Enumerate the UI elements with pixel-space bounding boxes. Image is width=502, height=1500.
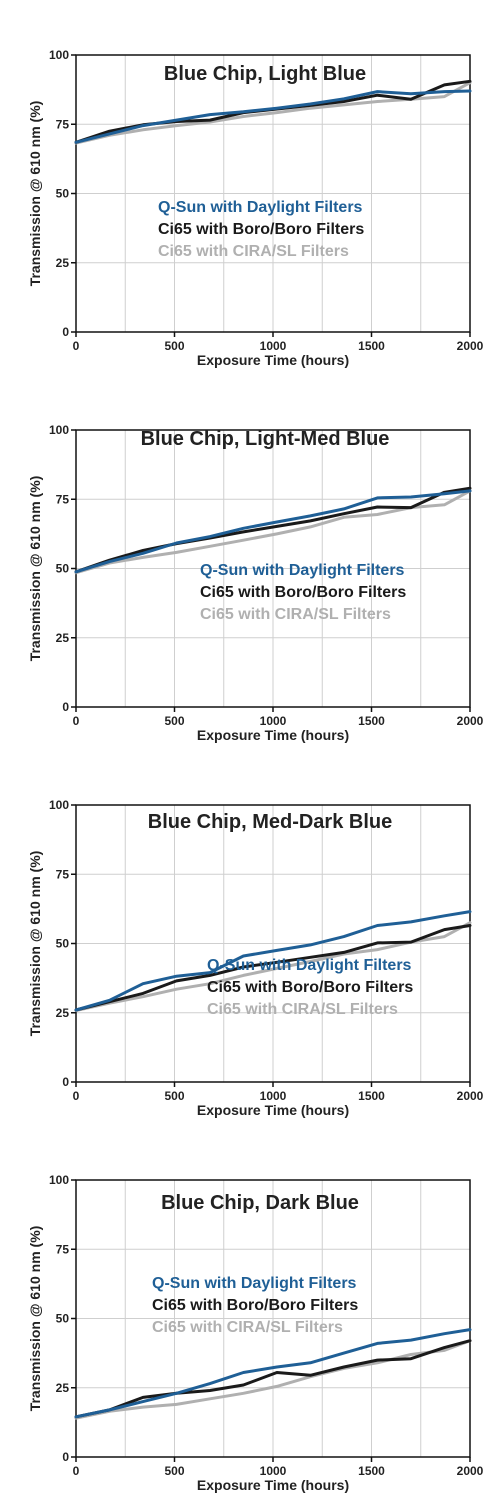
chart-title: Blue Chip, Dark Blue — [161, 1192, 359, 1214]
series-line-boro — [74, 486, 472, 574]
x-tick-label: 2000 — [457, 714, 484, 728]
x-tick-label: 1500 — [358, 339, 385, 353]
legend-entry-cira: Ci65 with CIRA/SL Filters — [158, 243, 349, 260]
series-line-qsun — [74, 1328, 472, 1419]
chart-panel-4: 0 25 50 75 100 0 500 1000 1500 2000 Exposure Time … — [0, 1125, 502, 1500]
x-tick-label: 1000 — [260, 714, 287, 728]
legend-entry-cira: Ci65 with CIRA/SL Filters — [200, 606, 391, 623]
y-tick-label: 50 — [56, 937, 70, 951]
series-line-boro — [74, 924, 472, 1012]
legend-entry-boro: Ci65 with Boro/Boro Filters — [207, 979, 413, 996]
x-tick-label: 2000 — [457, 339, 484, 353]
x-axis-title: Exposure Time (hours) — [197, 727, 349, 743]
series-line-cira — [74, 1339, 472, 1420]
x-tick-label: 500 — [164, 1089, 184, 1103]
x-axis-title: Exposure Time (hours) — [197, 352, 349, 368]
x-axis-title: Exposure Time (hours) — [197, 1102, 349, 1118]
series-line-qsun — [74, 89, 472, 144]
y-tick-label: 100 — [49, 48, 69, 62]
chart-panel-1: 0 25 50 75 100 0 500 1000 1500 2000 Exposure Time … — [0, 0, 502, 375]
y-tick-label: 0 — [62, 325, 69, 339]
series-line-boro — [74, 1339, 472, 1419]
x-tick-label: 1500 — [358, 1089, 385, 1103]
legend-entry-qsun: Q-Sun with Daylight Filters — [158, 199, 363, 216]
y-tick-label: 75 — [56, 867, 70, 881]
legend-entry-cira: Ci65 with CIRA/SL Filters — [207, 1001, 398, 1018]
x-tick-label: 0 — [73, 714, 80, 728]
y-tick-label: 0 — [62, 1450, 69, 1464]
x-axis-title: Exposure Time (hours) — [197, 1477, 349, 1493]
legend-entry-qsun: Q-Sun with Daylight Filters — [207, 957, 412, 974]
y-axis-title: Transmission @ 610 nm (%) — [27, 101, 43, 287]
series-line-qsun — [74, 489, 472, 574]
chart-title: Blue Chip, Med-Dark Blue — [148, 811, 392, 833]
y-tick-label: 50 — [56, 187, 70, 201]
y-tick-label: 100 — [49, 798, 69, 812]
x-tick-label: 1500 — [358, 1464, 385, 1478]
y-tick-label: 25 — [56, 256, 70, 270]
x-tick-label: 0 — [73, 1464, 80, 1478]
y-axis-title: Transmission @ 610 nm (%) — [27, 1226, 43, 1412]
x-tick-label: 500 — [164, 339, 184, 353]
y-tick-label: 25 — [56, 631, 70, 645]
y-tick-label: 0 — [62, 1075, 69, 1089]
y-tick-label: 0 — [62, 700, 69, 714]
legend-entry-cira: Ci65 with CIRA/SL Filters — [152, 1319, 343, 1336]
y-axis-title: Transmission @ 610 nm (%) — [27, 851, 43, 1037]
y-tick-label: 75 — [56, 117, 70, 131]
x-tick-label: 1000 — [260, 339, 287, 353]
y-tick-label: 75 — [56, 1242, 70, 1256]
x-tick-label: 0 — [73, 339, 80, 353]
chart-panel-3: 0 25 50 75 100 0 500 1000 1500 2000 Exposure Time … — [0, 750, 502, 1125]
legend-entry-boro: Ci65 with Boro/Boro Filters — [200, 584, 406, 601]
series-line-qsun — [74, 910, 472, 1012]
legend-entry-qsun: Q-Sun with Daylight Filters — [200, 562, 405, 579]
y-tick-label: 50 — [56, 562, 70, 576]
x-tick-label: 500 — [164, 1464, 184, 1478]
y-tick-label: 100 — [49, 1173, 69, 1187]
chart-title: Blue Chip, Light Blue — [164, 63, 366, 85]
y-tick-label: 100 — [49, 423, 69, 437]
x-tick-label: 500 — [164, 714, 184, 728]
x-tick-label: 2000 — [457, 1464, 484, 1478]
legend-entry-qsun: Q-Sun with Daylight Filters — [152, 1275, 357, 1292]
x-tick-label: 2000 — [457, 1089, 484, 1103]
x-tick-label: 0 — [73, 1089, 80, 1103]
legend-entry-boro: Ci65 with Boro/Boro Filters — [152, 1297, 358, 1314]
chart-title: Blue Chip, Light-Med Blue — [141, 428, 390, 450]
chart-panel-2: 0 25 50 75 100 0 500 1000 1500 2000 Exposure Time … — [0, 375, 502, 750]
x-tick-label: 1500 — [358, 714, 385, 728]
y-tick-label: 50 — [56, 1312, 70, 1326]
y-tick-label: 25 — [56, 1006, 70, 1020]
x-tick-label: 1000 — [260, 1089, 287, 1103]
y-tick-label: 25 — [56, 1381, 70, 1395]
legend-entry-boro: Ci65 with Boro/Boro Filters — [158, 221, 364, 238]
y-axis-title: Transmission @ 610 nm (%) — [27, 476, 43, 662]
y-tick-label: 75 — [56, 492, 70, 506]
x-tick-label: 1000 — [260, 1464, 287, 1478]
